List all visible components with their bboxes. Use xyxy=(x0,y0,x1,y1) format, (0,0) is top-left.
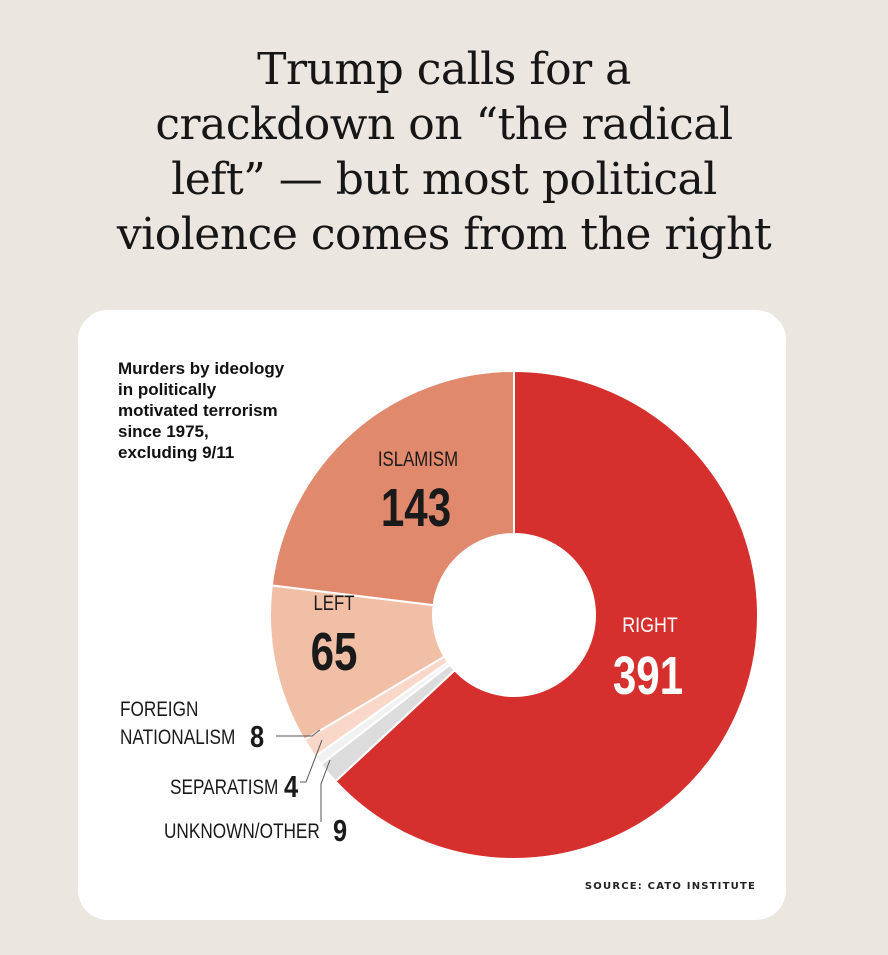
label-unknown-other-name: UNKNOWN/OTHER xyxy=(164,821,320,844)
slice-left xyxy=(269,584,446,742)
headline-line-4: violence comes from the right xyxy=(116,209,772,260)
leader-line-separatism xyxy=(300,739,323,783)
label-right-name: RIGHT xyxy=(622,614,678,638)
slice-islamism xyxy=(270,369,515,607)
label-right-value: 391 xyxy=(613,646,683,706)
label-foreign-nationalism-line2: NATIONALISM xyxy=(120,727,235,750)
headline-line-1: Trump calls for a xyxy=(257,44,631,95)
slice-right xyxy=(334,369,759,860)
label-islamism-name: ISLAMISM xyxy=(378,448,458,471)
label-separatism-name: SEPARATISM xyxy=(170,777,278,800)
chart-card: RIGHT 391 ISLAMISM 143 LEFT 65 FOREIGN N… xyxy=(78,310,786,920)
headline-line-3: left” — but most political xyxy=(171,154,717,205)
subtitle-line-4: since 1975, xyxy=(118,422,209,441)
label-separatism-value: 4 xyxy=(284,770,298,805)
headline-line-2: crackdown on “the radical xyxy=(155,99,733,150)
headline: Trump calls for a crackdown on “the radi… xyxy=(40,42,848,262)
leader-line-foreign-nationalism xyxy=(276,729,321,737)
subtitle-line-3: motivated terrorism xyxy=(118,401,278,420)
subtitle-line-2: in politically xyxy=(118,380,217,399)
subtitle-line-5: excluding 9/11 xyxy=(118,443,235,462)
chart-subtitle: Murders by ideology in politically motiv… xyxy=(118,358,348,463)
label-left-value: 65 xyxy=(311,622,358,682)
leader-line-unknown-other xyxy=(320,759,331,822)
source-note: SOURCE: CATO INSTITUTE xyxy=(584,881,756,892)
label-islamism-value: 143 xyxy=(381,478,451,538)
label-left-name: LEFT xyxy=(313,592,354,615)
label-foreign-nationalism-value: 8 xyxy=(250,720,264,755)
donut-chart: RIGHT 391 ISLAMISM 143 LEFT 65 FOREIGN N… xyxy=(120,369,759,860)
subtitle-line-1: Murders by ideology xyxy=(118,359,285,378)
label-unknown-other-value: 9 xyxy=(333,814,347,849)
label-foreign-nationalism-line1: FOREIGN xyxy=(120,699,198,722)
